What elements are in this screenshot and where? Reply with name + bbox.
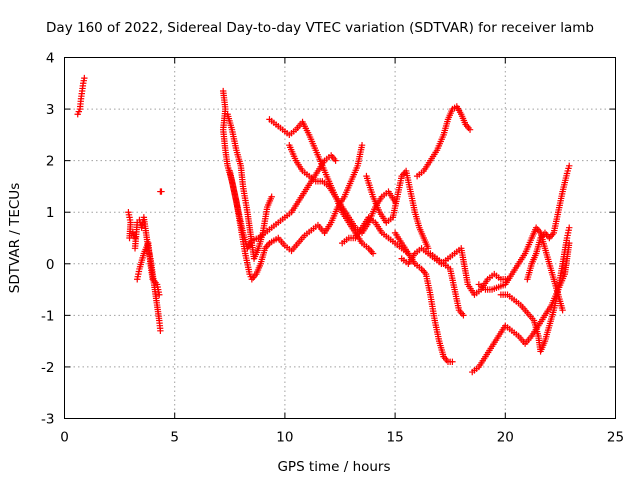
x-axis-label: GPS time / hours [277, 459, 390, 475]
data-point [358, 141, 366, 149]
y-tick-label: 3 [46, 102, 55, 118]
chart-title: Day 160 of 2022, Sidereal Day-to-day VTE… [46, 20, 594, 36]
data-point [158, 188, 165, 195]
y-tick-label: 0 [46, 257, 55, 273]
x-tick-label: 20 [497, 430, 514, 446]
series-s16 [427, 250, 467, 319]
data-point [460, 312, 467, 319]
series-s2 [125, 209, 139, 242]
axis-ticks: 0 5 10 15 20 25 -3 -2 -1 0 1 2 3 4 [41, 51, 624, 446]
data-point [566, 162, 573, 169]
series-s14 [413, 103, 474, 180]
series-s19 [497, 224, 573, 355]
series-s4 [134, 239, 163, 298]
series-s20 [524, 162, 573, 283]
x-tick-label: 25 [607, 430, 624, 446]
data-point [566, 224, 573, 231]
data-point [268, 193, 275, 200]
series-s12 [363, 167, 432, 252]
x-tick-label: 0 [60, 430, 69, 446]
data-point [157, 327, 164, 335]
series-s6 [219, 87, 366, 283]
x-tick-label: 5 [170, 430, 179, 446]
y-axis-label: SDTVAR / TECUs [7, 183, 23, 293]
x-tick-label: 10 [276, 430, 293, 446]
data-point [81, 74, 88, 82]
series-s13 [391, 229, 456, 365]
x-tick-label: 15 [387, 430, 404, 446]
y-tick-label: 1 [46, 205, 55, 221]
data-point [156, 291, 163, 298]
data-point [369, 250, 377, 257]
data-point [559, 307, 566, 314]
y-tick-label: 2 [46, 154, 55, 170]
data-point [131, 234, 139, 242]
data-points [74, 74, 573, 376]
series-s1 [74, 74, 88, 118]
y-tick-label: -1 [41, 308, 54, 324]
data-point [466, 126, 474, 133]
data-point [449, 358, 456, 365]
plot-frame [64, 57, 616, 419]
data-point [332, 157, 339, 164]
series-s5 [157, 188, 165, 195]
y-tick-label: 4 [46, 51, 55, 67]
grid-lines [64, 57, 616, 419]
y-tick-label: -3 [41, 412, 54, 428]
y-tick-label: -2 [41, 360, 54, 376]
